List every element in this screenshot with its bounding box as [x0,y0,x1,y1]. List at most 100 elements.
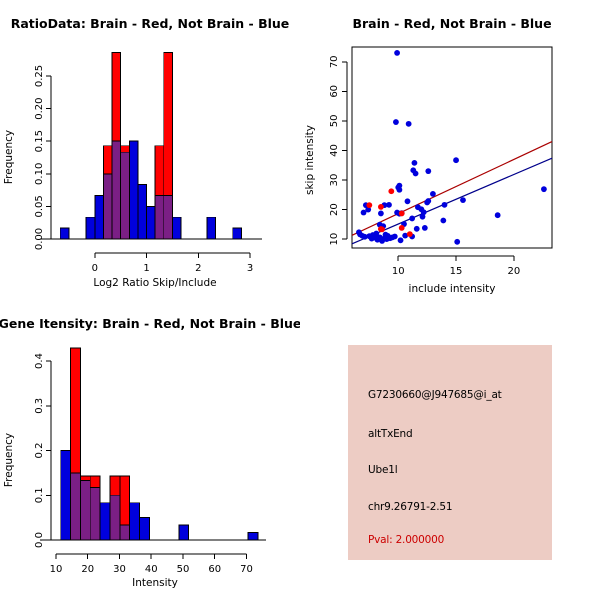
scatter-point-brain [398,225,405,231]
scatter-point-brain [366,202,373,209]
gene-info-text-lines: G7230660@J947685@i_at altTxEnd Ube1l chr9.2… [368,345,578,560]
y-tick-label: 0.1 [34,487,45,503]
histogram-bar-not-brain [137,184,147,240]
y-tick-label: 50 [329,115,340,128]
ratio-histogram-xlabel: Log2 Ratio Skip/Include [93,277,216,289]
x-tick-label: 0 [92,263,98,274]
histogram-bar-overlap [120,151,130,240]
gene-info-line-1: G7230660@J947685@i_at [368,389,502,401]
x-axis [55,553,247,559]
scatter-point-not-brain [425,168,432,175]
intensity-scatter-xlabel: include intensity [409,283,496,295]
scatter-point-not-brain [360,209,367,216]
scatter-point-not-brain [411,159,418,166]
scatter-point-not-brain [412,170,419,177]
x-tick-label: 60 [208,564,221,575]
y-tick-label: 0.3 [34,398,45,414]
y-tick-label: 10 [329,233,340,246]
y-tick-label: 0.10 [34,163,45,185]
histogram-bar-not-brain [206,216,216,240]
ratio-histogram-title: RatioData: Brain - Red, Not Brain - Blue [11,16,290,31]
intensity-scatter-fit-lines [351,141,553,245]
scatter-point-not-brain [541,186,547,193]
histogram-bar-not-brain [128,140,139,240]
histogram-bar-not-brain [85,216,96,240]
histogram-bar-overlap [89,487,101,541]
x-axis [397,255,515,261]
scatter-point-not-brain [425,198,432,204]
scatter-point-not-brain [494,212,501,219]
y-tick-label: 30 [329,174,340,187]
x-tick-label: 40 [145,564,158,575]
x-tick-label: 50 [177,564,190,575]
scatter-point-not-brain [420,209,427,216]
y-axis [342,61,348,240]
scatter-point-not-brain [430,191,436,197]
gene-intensity-histogram-bars [60,347,259,541]
gene-info-line-2: altTxEnd [368,428,413,440]
intensity-scatter-svg: Brain - Red, Not Brain - Blue 10 20 30 40 50… [304,16,553,295]
histogram-bar-not-brain [59,227,70,240]
gene-intensity-histogram-title: Gene Itensity: Brain - Red, Not Brain - … [0,316,300,331]
scatter-point-not-brain [404,198,411,205]
scatter-point-not-brain [413,225,420,232]
x-tick-label: 10 [50,564,63,575]
scatter-point-not-brain [453,157,459,164]
ratio-histogram-svg: RatioData: Brain - Red, Not Brain - Blue… [3,16,290,289]
histogram-bar-overlap [119,524,131,541]
ratio-histogram-bars [59,52,242,240]
scatter-point-not-brain [365,206,372,213]
regression-line-not-brain [351,157,553,245]
y-tick-label: 0.0 [34,532,45,548]
histogram-bar-not-brain [139,517,150,541]
ratio-histogram-ylabel: Frequency [3,130,15,184]
y-tick-label: 0.15 [34,130,45,152]
histogram-bar-overlap [79,480,91,541]
scatter-point-not-brain [357,231,363,238]
gene-info-background [348,345,552,560]
gene-intensity-histogram-svg: Gene Itensity: Brain - Red, Not Brain - … [0,316,300,589]
intensity-scatter-points [356,50,547,245]
ratio-histogram-panel: RatioData: Brain - Red, Not Brain - Blue… [0,0,300,300]
histogram-bar-not-brain [232,227,242,240]
scatter-point-not-brain [361,233,368,240]
regression-line-brain [351,141,553,236]
intensity-scatter-ylabel: skip intensity [304,125,316,195]
scatter-point-brain [406,231,413,238]
gene-info-line-4: chr9.26791-2.51 [368,501,453,513]
scatter-point-not-brain [393,119,399,125]
intensity-scatter-title: Brain - Red, Not Brain - Blue [352,16,551,31]
gene-info-line-3: Ube1l [368,464,398,476]
x-tick-label: 30 [113,564,126,575]
y-tick-label: 0.05 [34,195,45,217]
scatter-point-not-brain [397,237,404,244]
y-tick-label: 0.20 [34,97,45,119]
scatter-point-brain [388,188,395,195]
histogram-bar-overlap [70,472,81,541]
y-tick-label: 70 [329,55,340,68]
x-tick-label: 20 [507,266,520,277]
scatter-point-not-brain [395,184,402,191]
scatter-point-not-brain [386,201,392,208]
scatter-point-not-brain [378,210,384,217]
x-tick-label: 10 [392,266,405,277]
histogram-bar-overlap [102,173,113,240]
gene-intensity-histogram-axes: 0.0 0.1 0.2 0.3 0.4 10 20 30 40 50 60 70 [34,353,266,575]
scatter-point-not-brain [460,197,466,204]
x-tick-label: 15 [450,266,463,277]
y-tick-label: 0.00 [34,228,45,250]
histogram-bar-not-brain [247,532,259,541]
y-tick-label: 0.25 [34,65,45,87]
scatter-point-not-brain [441,201,448,208]
x-tick-label: 1 [143,263,149,274]
y-axis [46,360,52,541]
histogram-bar-overlap [111,140,122,240]
histogram-bar-not-brain [146,205,156,240]
scatter-point-not-brain [382,231,389,238]
gene-info-panel: G7230660@J947685@i_at altTxEnd Ube1l chr9.2… [300,300,600,600]
scatter-point-not-brain [419,213,426,220]
y-tick-label: 0.2 [34,443,45,459]
gene-intensity-histogram-panel: Gene Itensity: Brain - Red, Not Brain - … [0,300,300,600]
x-tick-label: 3 [247,263,253,274]
